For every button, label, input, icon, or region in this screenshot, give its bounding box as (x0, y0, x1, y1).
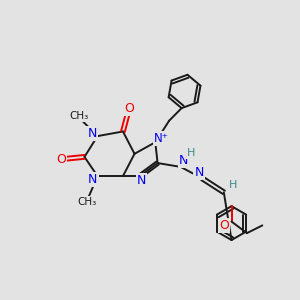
Text: N: N (179, 154, 188, 167)
Text: N: N (88, 127, 97, 140)
Text: N: N (194, 166, 204, 179)
Text: O: O (219, 219, 229, 232)
Text: O: O (124, 102, 134, 115)
Text: N⁺: N⁺ (154, 132, 169, 145)
Text: O: O (56, 153, 66, 166)
Text: N: N (88, 173, 98, 187)
Text: N: N (137, 174, 146, 187)
Text: H: H (187, 148, 196, 158)
Text: CH₃: CH₃ (69, 111, 89, 121)
Text: H: H (229, 180, 237, 190)
Text: CH₃: CH₃ (77, 196, 96, 206)
